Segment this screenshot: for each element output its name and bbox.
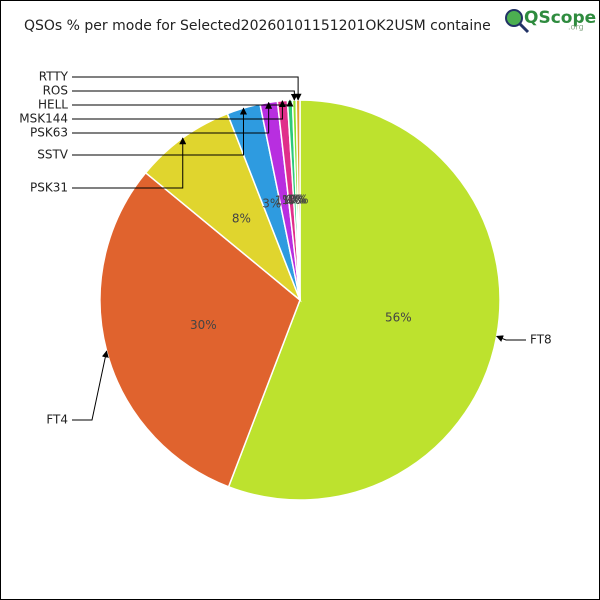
slice-label: MSK144 (19, 112, 68, 126)
slice-label: SSTV (37, 148, 69, 162)
logo-icon (518, 22, 530, 34)
slice-percent: 1% (275, 194, 294, 208)
slice-percent: 1% (282, 193, 301, 207)
leader-line (72, 76, 302, 101)
slice-percent: 0% (288, 193, 307, 207)
slice-label: ROS (43, 84, 68, 98)
logo-text: QScope (524, 8, 596, 28)
leader-line (72, 90, 298, 101)
logo-suffix: .org (568, 23, 584, 32)
slice-label: RTTY (39, 70, 69, 84)
slice-label: PSK31 (30, 181, 68, 195)
leader-line (72, 100, 286, 120)
slice-percent: 30% (190, 318, 217, 332)
leader-line (72, 99, 294, 107)
slice-percent: 0% (290, 193, 309, 207)
slice-label: PSK63 (30, 126, 68, 140)
slice-percent: 0% (285, 193, 304, 207)
leader-line (72, 101, 273, 134)
slice-label: HELL (38, 98, 68, 112)
leader-line (72, 107, 247, 156)
slice-percent: 56% (385, 311, 412, 325)
slice-label: FT8 (530, 333, 552, 347)
chart-title: QSOs % per mode for Selected202601011512… (24, 18, 491, 34)
leader-line (496, 335, 526, 342)
logo: QScope .org (500, 4, 596, 36)
logo-icon (505, 9, 523, 27)
slice-percent: 3% (262, 197, 281, 211)
slice-label: FT4 (46, 413, 68, 427)
leader-line (72, 350, 109, 421)
slice-percent: 8% (232, 211, 251, 225)
